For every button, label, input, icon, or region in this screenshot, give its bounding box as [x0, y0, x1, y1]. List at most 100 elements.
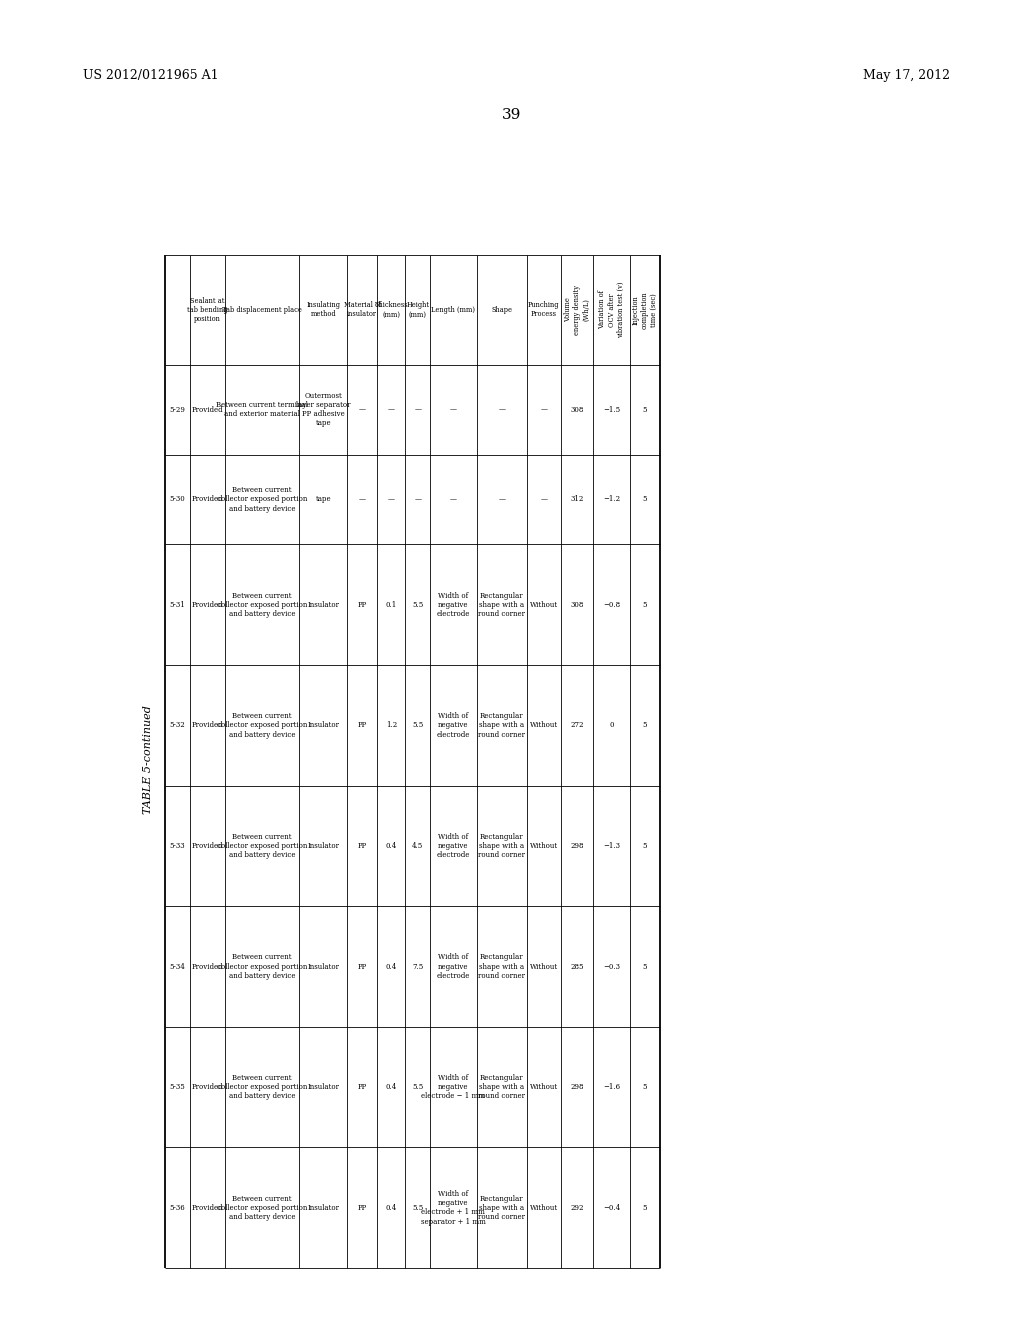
Text: Insulating
method: Insulating method	[306, 301, 340, 318]
Text: 292: 292	[570, 1204, 584, 1212]
Text: Insulator: Insulator	[307, 962, 339, 970]
Text: 0.4: 0.4	[386, 1204, 397, 1212]
Text: TABLE 5-continued: TABLE 5-continued	[143, 706, 153, 814]
Text: 5.5: 5.5	[412, 721, 423, 730]
Text: —: —	[415, 495, 421, 503]
Text: Thickness
(mm): Thickness (mm)	[375, 301, 409, 318]
Text: Provided: Provided	[191, 962, 223, 970]
Text: −1.5: −1.5	[603, 405, 621, 413]
Text: Insulator: Insulator	[307, 721, 339, 730]
Text: Tab displacement place: Tab displacement place	[222, 306, 302, 314]
Text: 0.4: 0.4	[386, 962, 397, 970]
Text: 5-32: 5-32	[169, 721, 185, 730]
Text: Between current
collector exposed portion
and battery device: Between current collector exposed portio…	[217, 591, 307, 618]
Text: Without: Without	[529, 962, 558, 970]
Text: PP: PP	[357, 1204, 367, 1212]
Text: 4.5: 4.5	[412, 842, 423, 850]
Text: Without: Without	[529, 1084, 558, 1092]
Text: Insulator: Insulator	[307, 601, 339, 609]
Text: Height
(mm): Height (mm)	[407, 301, 429, 318]
Text: US 2012/0121965 A1: US 2012/0121965 A1	[83, 69, 219, 82]
Text: Without: Without	[529, 842, 558, 850]
Text: Between current
collector exposed portion
and battery device: Between current collector exposed portio…	[217, 1074, 307, 1101]
Text: Injection
completion
time (sec): Injection completion time (sec)	[632, 290, 658, 329]
Text: Width of
negative
electrode: Width of negative electrode	[436, 833, 470, 859]
Text: Width of
negative
electrode − 1 mm: Width of negative electrode − 1 mm	[421, 1074, 485, 1101]
Text: 0: 0	[609, 721, 613, 730]
Text: Provided: Provided	[191, 721, 223, 730]
Text: Provided: Provided	[191, 601, 223, 609]
Text: 298: 298	[570, 1084, 584, 1092]
Text: Material of
insulator: Material of insulator	[344, 301, 381, 318]
Text: Volume
energy density
(Wh/L): Volume energy density (Wh/L)	[564, 285, 590, 335]
Text: Provided: Provided	[191, 1084, 223, 1092]
Text: —: —	[358, 495, 366, 503]
Text: Between current
collector exposed portion
and battery device: Between current collector exposed portio…	[217, 486, 307, 512]
Text: Rectangular
shape with a
round corner: Rectangular shape with a round corner	[478, 1074, 525, 1101]
Text: 5: 5	[643, 1204, 647, 1212]
Text: PP: PP	[357, 1084, 367, 1092]
Text: Provided: Provided	[191, 405, 223, 413]
Text: 39: 39	[503, 108, 521, 121]
Text: Insulator: Insulator	[307, 1204, 339, 1212]
Text: May 17, 2012: May 17, 2012	[863, 69, 950, 82]
Text: —: —	[541, 405, 548, 413]
Text: Between current
collector exposed portion
and battery device: Between current collector exposed portio…	[217, 953, 307, 979]
Text: tape: tape	[315, 495, 331, 503]
Text: Rectangular
shape with a
round corner: Rectangular shape with a round corner	[478, 833, 525, 859]
Text: 7.5: 7.5	[412, 962, 423, 970]
Text: Without: Without	[529, 1204, 558, 1212]
Text: 308: 308	[570, 405, 584, 413]
Text: −1.6: −1.6	[603, 1084, 621, 1092]
Text: −0.4: −0.4	[603, 1204, 621, 1212]
Text: −0.3: −0.3	[603, 962, 621, 970]
Text: 5: 5	[643, 405, 647, 413]
Text: 272: 272	[570, 721, 584, 730]
Text: Insulator: Insulator	[307, 842, 339, 850]
Text: −1.2: −1.2	[603, 495, 621, 503]
Text: Outermost
layer separator
PP adhesive
tape: Outermost layer separator PP adhesive ta…	[296, 392, 350, 428]
Text: 5-36: 5-36	[169, 1204, 185, 1212]
Text: Width of
negative
electrode: Width of negative electrode	[436, 953, 470, 979]
Text: PP: PP	[357, 721, 367, 730]
Text: Provided: Provided	[191, 842, 223, 850]
Text: Rectangular
shape with a
round corner: Rectangular shape with a round corner	[478, 1195, 525, 1221]
Text: 5.5: 5.5	[412, 601, 423, 609]
Text: 312: 312	[570, 495, 584, 503]
Text: Provided: Provided	[191, 1204, 223, 1212]
Text: 5: 5	[643, 962, 647, 970]
Text: 5-33: 5-33	[169, 842, 185, 850]
Text: −1.3: −1.3	[603, 842, 621, 850]
Text: —: —	[415, 405, 421, 413]
Text: 5-30: 5-30	[169, 495, 185, 503]
Text: Rectangular
shape with a
round corner: Rectangular shape with a round corner	[478, 953, 525, 979]
Text: 0.4: 0.4	[386, 842, 397, 850]
Text: 5: 5	[643, 842, 647, 850]
Text: Insulator: Insulator	[307, 1084, 339, 1092]
Text: Without: Without	[529, 601, 558, 609]
Text: Width of
negative
electrode: Width of negative electrode	[436, 591, 470, 618]
Text: PP: PP	[357, 842, 367, 850]
Text: 5: 5	[643, 1084, 647, 1092]
Text: PP: PP	[357, 962, 367, 970]
Text: Width of
negative
electrode + 1 mm
separator + 1 mm: Width of negative electrode + 1 mm separ…	[421, 1189, 485, 1225]
Text: 5: 5	[643, 601, 647, 609]
Text: Punching
Process: Punching Process	[528, 301, 559, 318]
Text: —: —	[499, 405, 505, 413]
Text: 5-31: 5-31	[169, 601, 185, 609]
Text: 5-34: 5-34	[169, 962, 185, 970]
Text: Shape: Shape	[492, 306, 512, 314]
Text: 5: 5	[643, 495, 647, 503]
Text: Length (mm): Length (mm)	[431, 306, 475, 314]
Text: Sealant at
tab bending
position: Sealant at tab bending position	[186, 297, 227, 323]
Text: 5: 5	[643, 721, 647, 730]
Text: 5-35: 5-35	[169, 1084, 185, 1092]
Text: Between current
collector exposed portion
and battery device: Between current collector exposed portio…	[217, 1195, 307, 1221]
Text: 5.5: 5.5	[412, 1204, 423, 1212]
Text: Rectangular
shape with a
round corner: Rectangular shape with a round corner	[478, 711, 525, 738]
Text: 0.4: 0.4	[386, 1084, 397, 1092]
Text: —: —	[388, 405, 395, 413]
Text: Between current terminal
and exterior material: Between current terminal and exterior ma…	[216, 401, 308, 418]
Text: —: —	[450, 405, 457, 413]
Text: 298: 298	[570, 842, 584, 850]
